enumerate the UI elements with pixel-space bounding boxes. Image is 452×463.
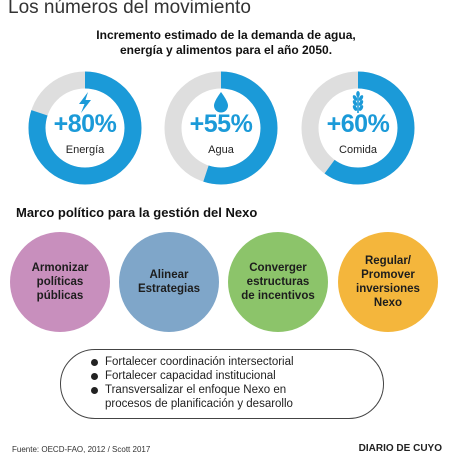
donut-arc [164, 71, 278, 185]
stat-value: +80% [53, 110, 117, 138]
wheat-icon [300, 90, 416, 114]
stat-value: +55% [189, 110, 253, 138]
policy-circle-align: Alinear Estrategias [119, 232, 219, 332]
list-item: Fortalecer capacidad institucional [91, 369, 294, 383]
recommendations-box: Fortalecer coordinación intersectorial F… [60, 349, 384, 419]
policy-circle-regulate: Regular/ Promover inversiones Nexo [338, 232, 438, 332]
water-drop-icon [163, 90, 279, 114]
policy-label: Converger estructuras de incentivos [241, 262, 315, 302]
list-item: Transversalizar el enfoque Nexo en proce… [91, 383, 294, 411]
stat-energy-donut: +80% Energía [27, 70, 143, 186]
stat-label: Comida [339, 144, 377, 156]
stat-food-donut: +60% Comida [300, 70, 416, 186]
recommendations-list: Fortalecer coordinación intersectorial F… [91, 355, 294, 411]
section-heading: Marco político para la gestión del Nexo [16, 205, 258, 220]
donut-arc [28, 71, 142, 185]
policy-label: Regular/ Promover inversiones Nexo [356, 255, 420, 309]
policy-label: Armonizar políticas públicas [31, 262, 89, 302]
subtitle-line-1: Incremento estimado de la demanda de agu… [96, 28, 356, 42]
donut-ring [164, 71, 278, 185]
stat-label: Energía [65, 144, 105, 156]
page-title: Los números del movimiento [8, 0, 251, 18]
stat-label: Agua [208, 144, 234, 156]
subtitle-line-2: energía y alimentos para el año 2050. [119, 43, 333, 57]
donut-ring [28, 71, 142, 185]
stat-water-donut: +55% Agua [163, 70, 279, 186]
stat-value: +60% [326, 110, 390, 138]
donut-ring [301, 71, 415, 185]
policy-circle-harmonize: Armonizar políticas públicas [10, 232, 110, 332]
brand-logo: DIARIO DE CUYO [358, 443, 442, 454]
donut-arc [301, 71, 415, 185]
list-item: Fortalecer coordinación intersectorial [91, 355, 294, 369]
policy-circle-converge: Converger estructuras de incentivos [228, 232, 328, 332]
source-credit: Fuente: OECD-FAO, 2012 / Scott 2017 [12, 445, 151, 454]
subtitle: Incremento estimado de la demanda de agu… [0, 28, 452, 58]
lightning-icon [27, 90, 143, 114]
policy-label: Alinear Estrategias [137, 269, 200, 295]
